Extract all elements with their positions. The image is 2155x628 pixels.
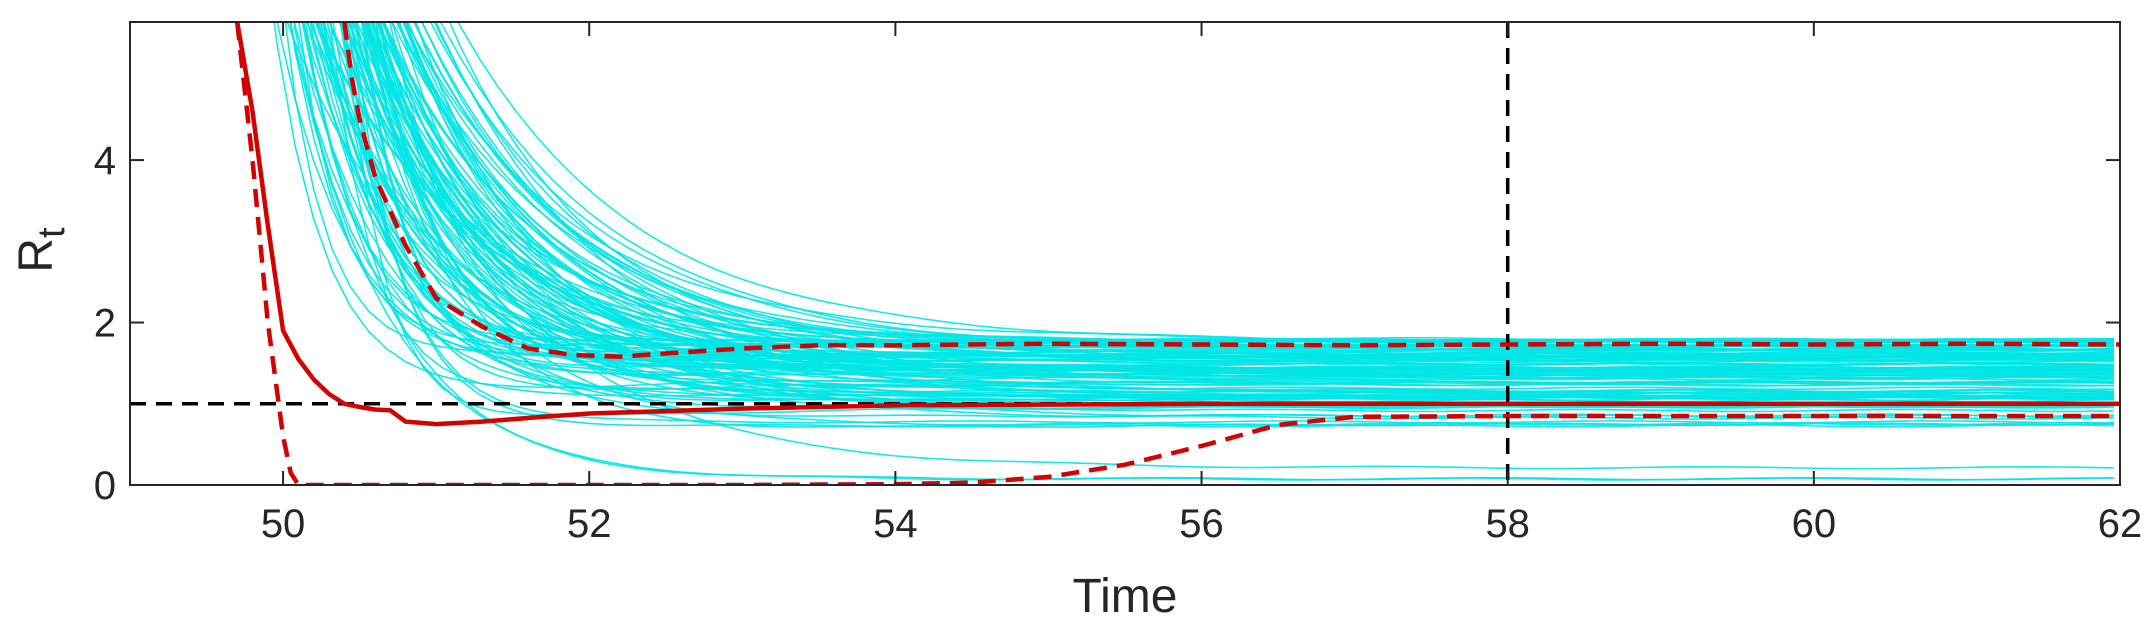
x-tick-label: 50 xyxy=(261,502,306,546)
y-tick-label: 2 xyxy=(94,302,116,346)
median-series xyxy=(234,22,2120,427)
trajectory-line xyxy=(346,22,2114,357)
trajectory-line xyxy=(339,22,2114,354)
trajectory-line xyxy=(395,22,2114,349)
trajectory-line xyxy=(338,22,2114,351)
trajectory-line xyxy=(364,22,2114,388)
trajectory-line xyxy=(404,22,2114,370)
x-tick-label: 52 xyxy=(567,502,612,546)
x-axis-label: Time xyxy=(1073,570,1178,623)
trajectory-lines xyxy=(273,22,2114,481)
trajectory-line xyxy=(328,22,2114,364)
trajectory-line xyxy=(390,22,2114,370)
trajectory-line xyxy=(405,22,2114,342)
y-axis-label: Rt xyxy=(10,227,73,273)
y-axis-label-subscript: t xyxy=(31,227,73,238)
trajectory-line xyxy=(383,22,2114,370)
upper-bound-line xyxy=(342,22,2120,359)
trajectory-line xyxy=(347,22,2114,424)
axes: 50 52 54 56 58 60 62 0 2 4 xyxy=(94,22,2143,546)
trajectory-line xyxy=(344,22,2114,416)
trajectory-line xyxy=(363,22,2114,395)
plot-frame xyxy=(129,21,2121,486)
trajectory-line xyxy=(284,22,2114,358)
trajectory-line xyxy=(370,22,2114,371)
trajectory-line xyxy=(346,22,2114,358)
y-tick-label: 0 xyxy=(94,464,116,508)
x-tick-label: 58 xyxy=(1485,502,1530,546)
trajectory-line xyxy=(276,22,2114,376)
x-tick-label: 60 xyxy=(1792,502,1837,546)
trajectory-line xyxy=(366,22,2114,398)
x-tick-label: 54 xyxy=(873,502,918,546)
median-line xyxy=(234,22,2120,427)
y-axis-label-main: R xyxy=(10,238,63,273)
x-tick-label: 62 xyxy=(2098,502,2143,546)
trajectory-line xyxy=(377,22,2114,387)
trajectory-line xyxy=(377,22,2114,357)
trajectory-line xyxy=(360,22,2114,349)
trajectory-line xyxy=(413,22,2114,357)
trajectory-line xyxy=(367,22,2114,402)
trajectory-line xyxy=(368,22,2114,470)
y-tick-label: 4 xyxy=(94,139,116,183)
trajectory-line xyxy=(316,22,2114,377)
trajectory-line xyxy=(362,22,2114,370)
trajectory-line xyxy=(301,22,2114,481)
trajectory-line xyxy=(398,22,2114,358)
x-tick-label: 56 xyxy=(1179,502,1224,546)
trajectory-line xyxy=(312,22,2114,373)
